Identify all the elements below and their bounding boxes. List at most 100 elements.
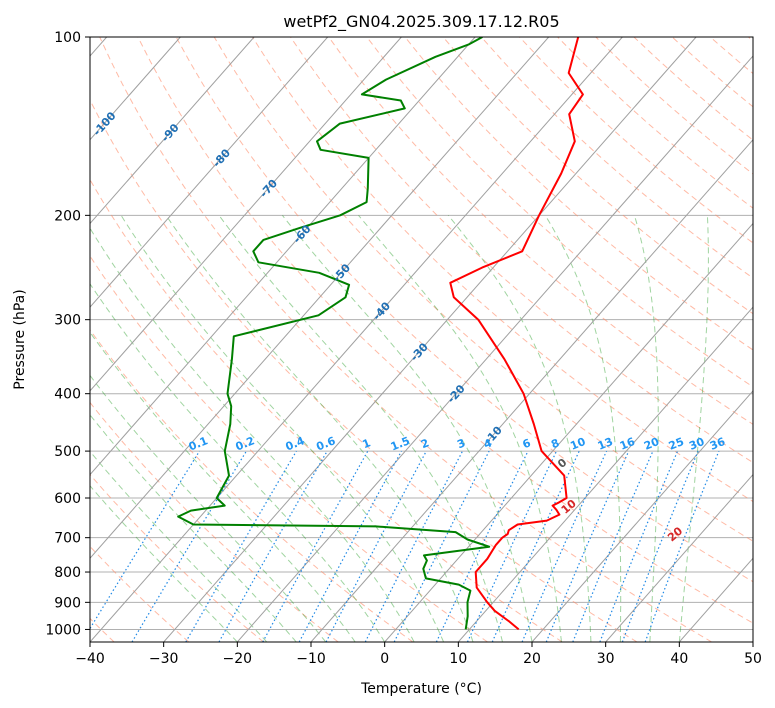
dry-adiabat-line xyxy=(90,329,414,642)
mixing-ratio-label: 2 xyxy=(419,436,431,451)
sounding-series xyxy=(177,37,584,631)
mixing-ratio-line xyxy=(572,450,654,642)
moist-adiabat-line xyxy=(90,414,297,642)
y-tick-label: 100 xyxy=(54,30,81,46)
isotherm-line xyxy=(605,473,753,642)
dry-adiabat-line xyxy=(557,37,753,209)
mixing-ratio-line xyxy=(621,450,699,642)
dry-adiabat-line xyxy=(366,37,753,388)
dry-adiabat-line xyxy=(213,37,753,542)
y-tick-label: 200 xyxy=(54,208,81,224)
mixing-ratio-label: 3 xyxy=(455,436,467,451)
dry-adiabat-line xyxy=(90,545,190,642)
moist-adiabat-line xyxy=(90,374,327,642)
y-axis: 100 200 300 400 500 600 700 800 900 1000 xyxy=(45,30,90,638)
isotherm-line xyxy=(531,390,753,642)
y-tick-label: 1000 xyxy=(45,622,81,638)
mixing-ratio-label: 13 xyxy=(596,435,615,453)
mixing-ratio-label: 20 xyxy=(642,435,661,453)
dry-adiabat-line xyxy=(175,37,753,583)
isotherm-line xyxy=(90,37,476,476)
dry-adiabat-line xyxy=(290,37,753,464)
moist-adiabat-line xyxy=(90,484,238,642)
dry-adiabat-line xyxy=(90,473,264,642)
mixing-ratio-line xyxy=(90,450,201,630)
y-tick-label: 400 xyxy=(54,387,81,403)
mixing-ratio-label: 25 xyxy=(667,435,686,453)
x-axis-label: Temperature (°C) xyxy=(360,681,482,697)
mixing-ratio-lines xyxy=(90,450,720,642)
plot-frame xyxy=(89,36,754,643)
plot-area: -100 -90-80-70-60-50-40-30-20-10 0.1 0.2 0.… xyxy=(89,36,754,643)
moist-adiabat-line xyxy=(90,227,415,642)
dry-adiabat-label: 20 xyxy=(665,524,685,544)
mixing-ratio-label: 16 xyxy=(618,435,637,453)
x-tick-label: −40 xyxy=(75,651,105,667)
mixing-ratio-line xyxy=(545,450,630,642)
isotherm-line xyxy=(236,55,753,642)
isotherm-line xyxy=(90,37,402,392)
dry-adiabat-line xyxy=(90,98,638,642)
dry-adiabat-line xyxy=(519,37,753,244)
isotherm-line xyxy=(678,557,753,642)
mixing-ratio-line xyxy=(298,450,403,642)
isotherm-line xyxy=(90,37,181,141)
mixing-ratio-line xyxy=(185,450,297,642)
mixing-ratio-label: 6 xyxy=(521,436,533,451)
isotherm-line xyxy=(752,641,753,642)
dry-adiabat-line xyxy=(90,178,563,642)
y-tick-label: 500 xyxy=(54,444,81,460)
mixing-ratio-label: 30 xyxy=(687,435,706,453)
moist-adiabat-line xyxy=(678,215,709,642)
mixing-ratio-label: 36 xyxy=(708,435,727,453)
pressure-gridlines xyxy=(90,37,753,630)
mixing-ratio-line xyxy=(435,450,529,642)
moist-adiabat-line xyxy=(165,215,474,642)
isotherm-label: -100 xyxy=(91,109,119,138)
mixing-ratio-line xyxy=(393,450,490,642)
mixing-ratio-line xyxy=(262,450,369,642)
x-tick-label: −20 xyxy=(223,651,253,667)
chart-title: wetPf2_GN04.2025.309.17.12.R05 xyxy=(283,12,559,32)
mixing-ratio-line xyxy=(644,450,720,642)
isotherm-line xyxy=(310,138,753,642)
dry-adiabat-line xyxy=(328,37,753,425)
x-tick-label: −30 xyxy=(149,651,179,667)
y-tick-label: 700 xyxy=(54,531,81,547)
isotherm-line xyxy=(384,222,753,642)
y-axis-label: Pressure (hPa) xyxy=(12,289,28,389)
dry-adiabat-line xyxy=(251,37,753,503)
moist-adiabat-line xyxy=(90,450,268,642)
moist-adiabat-line xyxy=(90,282,386,642)
moist-adiabat-line xyxy=(544,215,622,642)
y-tick-label: 900 xyxy=(54,595,81,611)
isotherm-line xyxy=(90,37,329,308)
moist-adiabat-line xyxy=(358,214,562,642)
dry-adiabat-line xyxy=(748,37,753,42)
dry-adiabat-line xyxy=(99,37,712,642)
isotherm-line xyxy=(457,306,753,642)
mixing-ratio-label: 1 xyxy=(361,436,373,451)
mixing-ratio-line xyxy=(491,450,580,642)
x-tick-label: 10 xyxy=(449,651,467,667)
x-tick-label: 50 xyxy=(744,651,762,667)
dry-adiabat-line xyxy=(480,37,753,279)
isotherm-line xyxy=(90,37,623,642)
x-tick-label: 20 xyxy=(523,651,541,667)
x-tick-label: −10 xyxy=(296,651,326,667)
mixing-ratio-label: 10 xyxy=(568,435,587,453)
mixing-ratio-line xyxy=(521,450,608,642)
isotherm-line xyxy=(163,37,697,642)
dry-adiabat-line xyxy=(90,255,488,642)
isotherm-line xyxy=(90,37,255,225)
dewpoint-line xyxy=(177,37,491,630)
temperature-line xyxy=(449,37,584,631)
moist-adiabat-line xyxy=(218,215,503,642)
mixing-ratio-line xyxy=(218,450,328,642)
dry-adiabat-line xyxy=(90,401,339,642)
y-tick-label: 800 xyxy=(54,565,81,581)
dry-adiabat-line xyxy=(709,37,753,75)
moist-adiabat-line xyxy=(447,214,592,642)
